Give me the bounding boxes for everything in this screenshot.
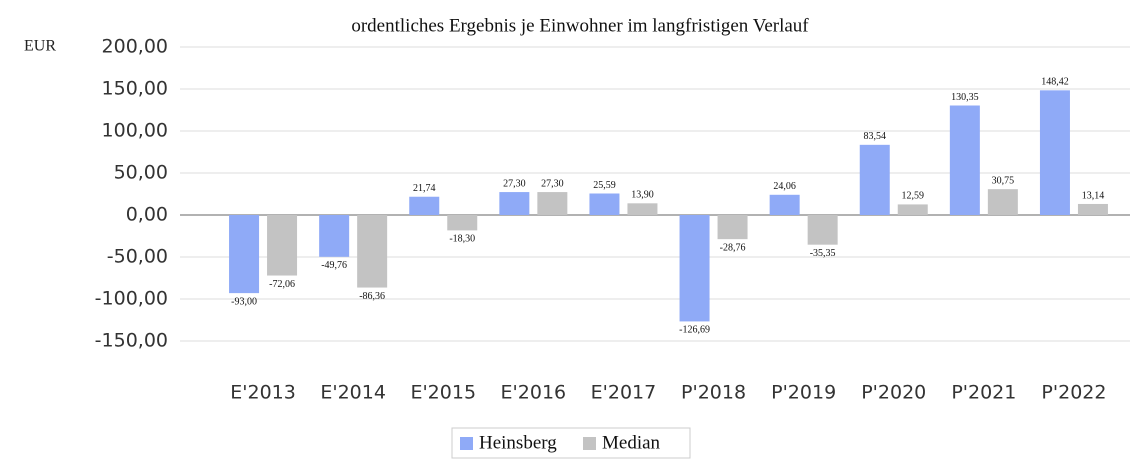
- y-axis-label: EUR: [24, 38, 56, 55]
- y-tick-label: -50,00: [107, 246, 168, 268]
- y-tick-label: 50,00: [114, 162, 168, 184]
- value-label: 12,59: [902, 191, 925, 202]
- value-label: 130,35: [951, 92, 979, 103]
- y-tick-label: 150,00: [102, 78, 168, 100]
- value-label: 24,06: [773, 181, 796, 192]
- value-label: 27,30: [541, 178, 564, 189]
- bar: [679, 215, 710, 322]
- bar: [319, 215, 350, 257]
- value-label: -28,76: [720, 242, 746, 253]
- y-tick-label: 100,00: [102, 120, 168, 142]
- y-tick-label: 200,00: [102, 36, 168, 58]
- x-tick-label: E'2014: [320, 382, 386, 404]
- x-tick-label: E'2017: [591, 382, 657, 404]
- x-tick-label: E'2016: [501, 382, 567, 404]
- value-label: 13,14: [1082, 190, 1105, 201]
- y-tick-label: -100,00: [95, 288, 168, 310]
- bar: [769, 194, 800, 215]
- value-label: -126,69: [679, 325, 710, 336]
- legend-swatch: [460, 437, 473, 450]
- bar: [807, 215, 838, 245]
- value-label: 25,59: [593, 180, 616, 191]
- bar: [537, 192, 568, 215]
- bar: [447, 215, 478, 231]
- legend-box: [451, 427, 691, 459]
- value-label: -18,30: [449, 234, 475, 245]
- y-tick-label: 0,00: [126, 204, 168, 226]
- bar: [357, 215, 388, 288]
- bar: [897, 204, 928, 215]
- value-label: -86,36: [359, 291, 385, 302]
- bar: [267, 215, 298, 276]
- bar: [409, 196, 440, 215]
- value-label: 83,54: [864, 131, 887, 142]
- x-tick-label: P'2019: [771, 382, 836, 404]
- bar: [949, 105, 980, 215]
- x-tick-label: P'2020: [861, 382, 926, 404]
- legend-swatch: [583, 437, 596, 450]
- bar: [717, 215, 748, 240]
- bar: [859, 144, 890, 215]
- x-tick-label: P'2018: [681, 382, 746, 404]
- x-tick-label: P'2021: [951, 382, 1016, 404]
- y-tick-label: -150,00: [95, 330, 168, 352]
- legend-label: Median: [602, 432, 661, 453]
- legend-label: Heinsberg: [479, 432, 557, 453]
- bar: [1077, 203, 1108, 215]
- x-tick-label: E'2013: [230, 382, 296, 404]
- value-label: -72,06: [269, 279, 295, 290]
- value-label: -93,00: [231, 296, 257, 307]
- x-tick-label: P'2022: [1041, 382, 1106, 404]
- value-label: 21,74: [413, 183, 436, 194]
- bar: [589, 193, 620, 215]
- bar: [1039, 90, 1070, 215]
- bar: [987, 189, 1018, 215]
- value-label: -49,76: [321, 260, 347, 271]
- bar: [627, 203, 658, 215]
- value-label: 30,75: [992, 175, 1015, 186]
- value-label: 13,90: [631, 190, 654, 201]
- bar: [229, 215, 260, 294]
- x-tick-label: E'2015: [410, 382, 476, 404]
- value-label: 148,42: [1041, 77, 1069, 88]
- value-label: -35,35: [810, 248, 836, 259]
- value-label: 27,30: [503, 178, 526, 189]
- bar: [499, 192, 530, 215]
- chart-title: ordentliches Ergebnis je Einwohner im la…: [351, 15, 809, 36]
